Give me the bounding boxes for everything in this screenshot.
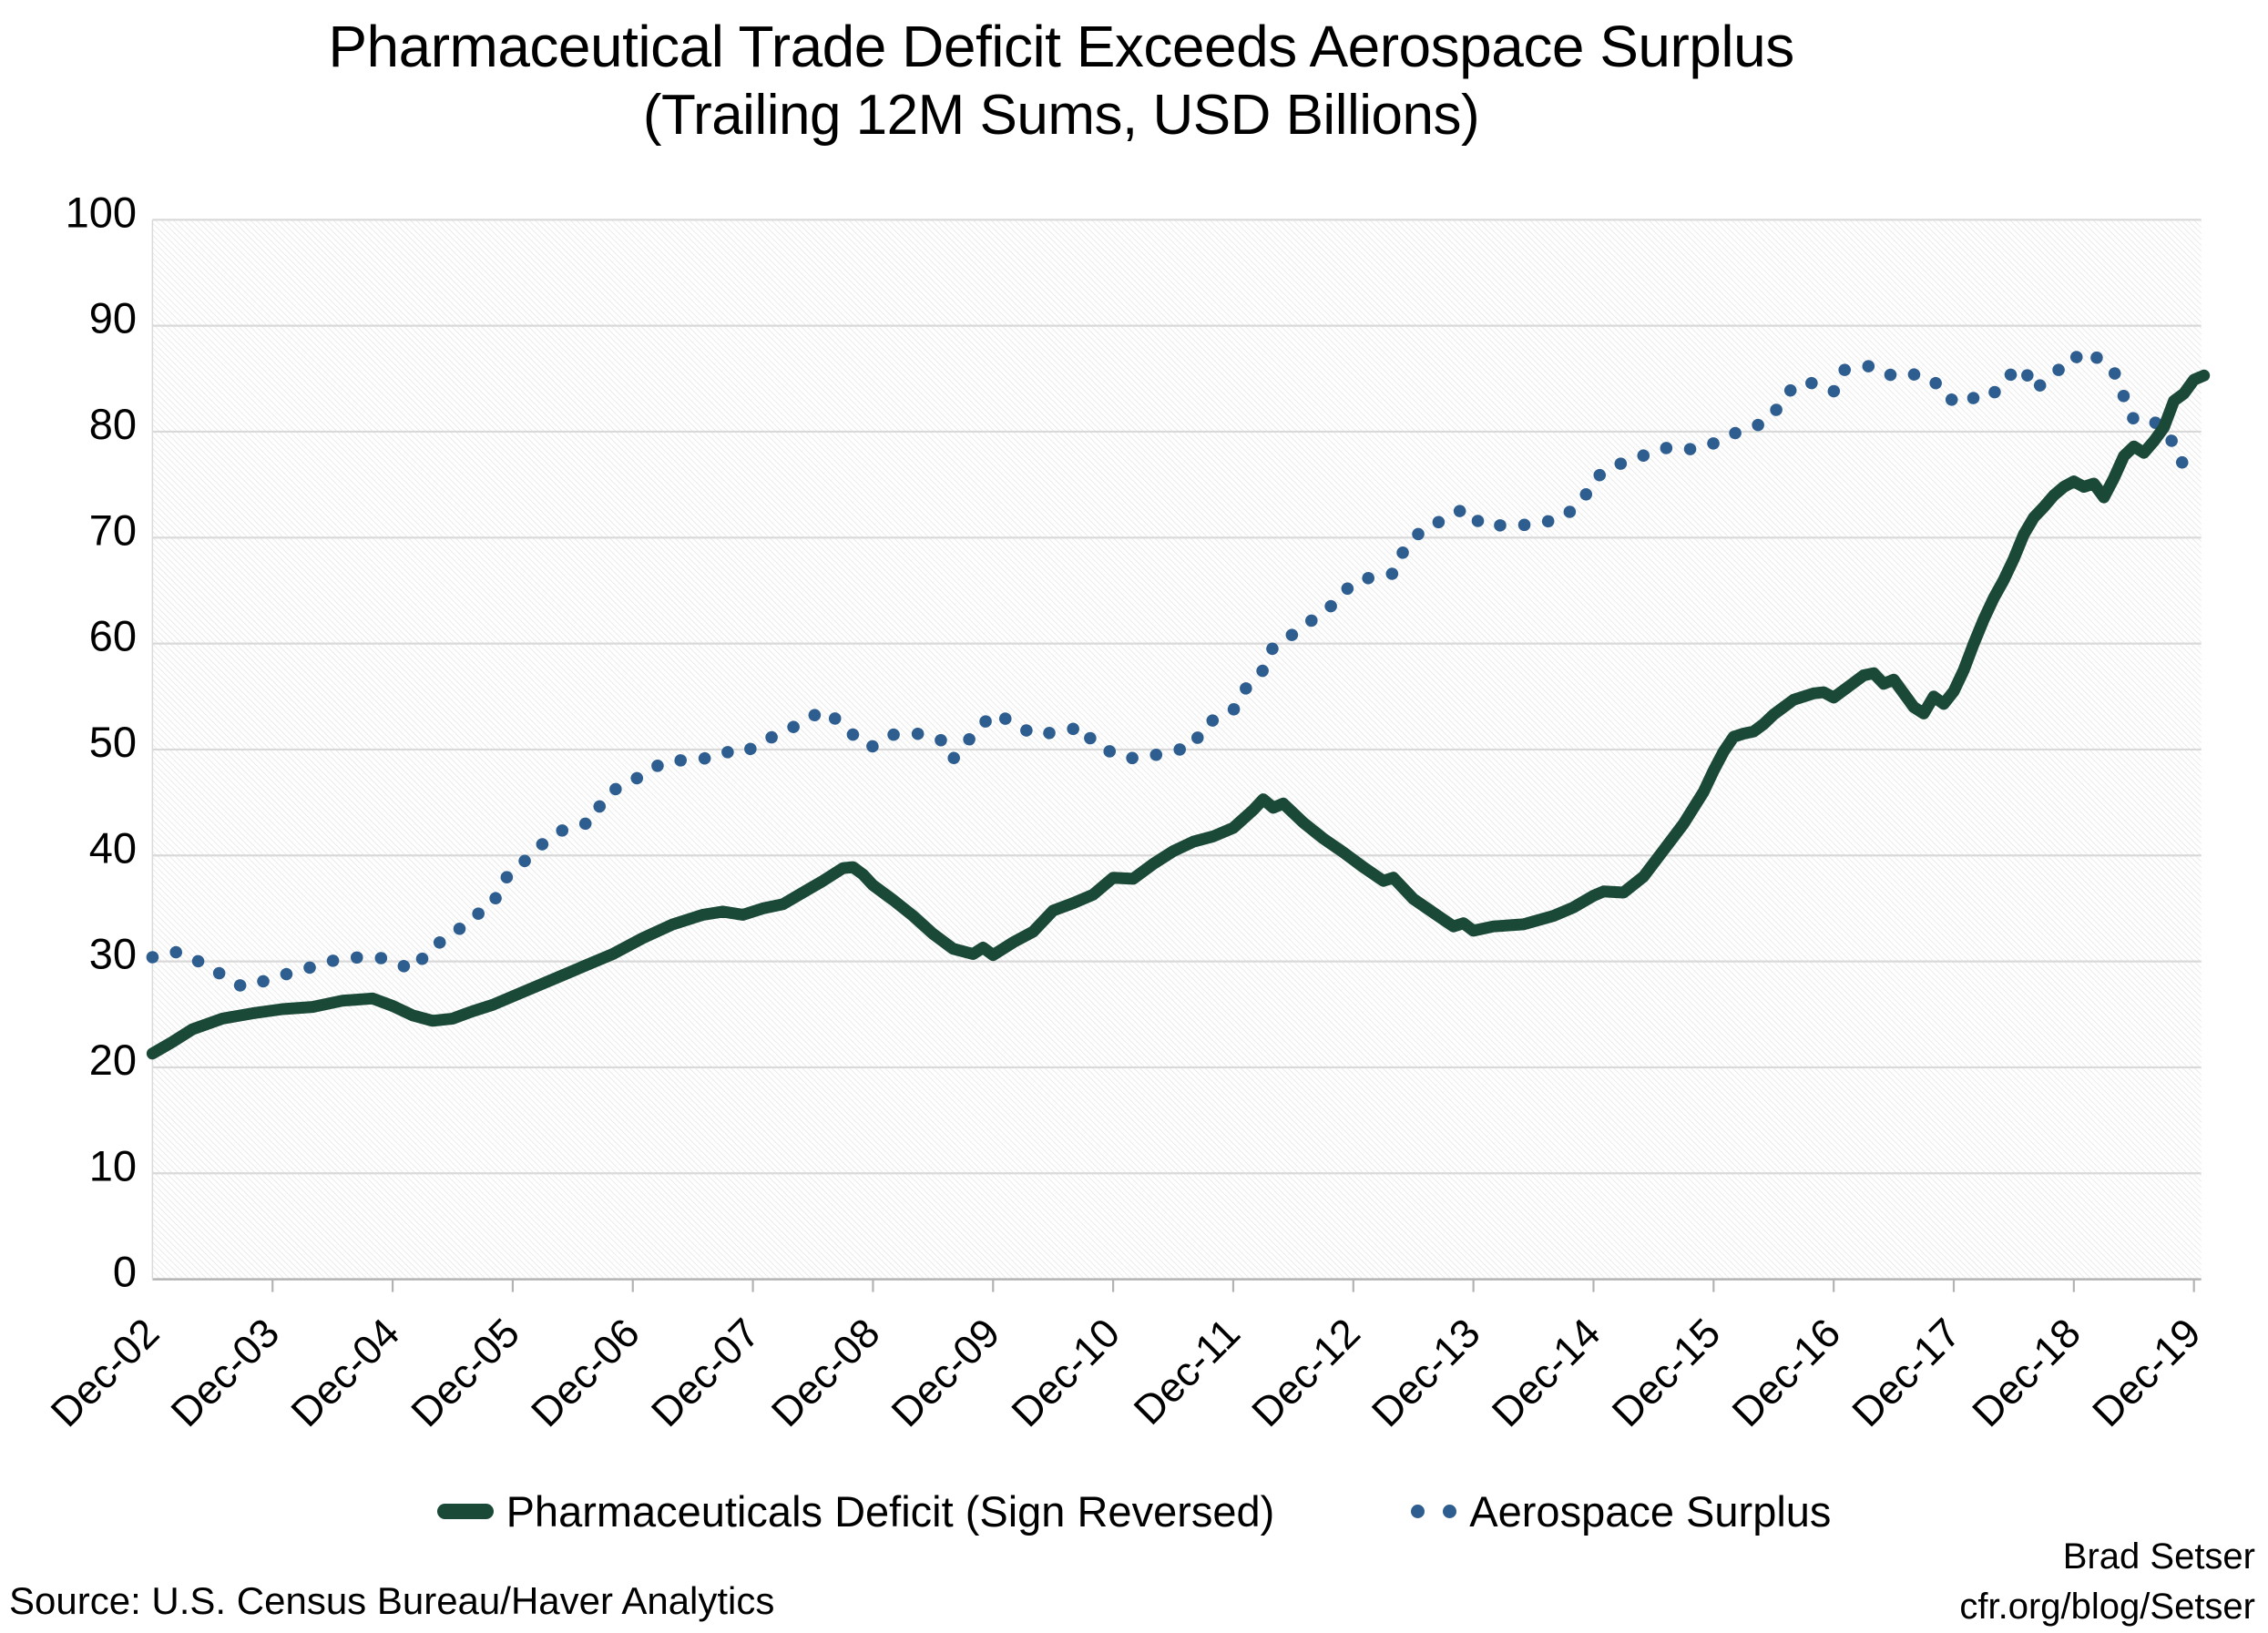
chart-legend: Pharmaceuticals Deficit (Sign Reversed) …	[0, 1486, 2268, 1536]
x-axis-tick-label: Dec-17	[1843, 1310, 1969, 1436]
y-axis-tick-label: 70	[89, 505, 137, 554]
chart-subtitle: (Trailing 12M Sums, USD Billions)	[642, 83, 1480, 147]
author-name: Brad Setser	[2062, 1536, 2255, 1577]
y-axis-tick-label: 90	[89, 294, 137, 342]
y-axis-tick-label: 20	[89, 1036, 137, 1084]
legend-item-pharma: Pharmaceuticals Deficit (Sign Reversed)	[436, 1486, 1275, 1536]
x-axis-tick-label: Dec-04	[282, 1310, 409, 1436]
chart-title-block: Pharmaceutical Trade Deficit Exceeds Aer…	[0, 13, 2122, 148]
x-axis-tick-label: Dec-07	[642, 1310, 769, 1436]
y-axis-tick-label: 60	[89, 612, 137, 660]
aerospace-dots-swatch-icon	[1411, 1505, 1457, 1518]
y-axis-tick-label: 100	[66, 188, 137, 236]
y-axis-tick-label: 80	[89, 400, 137, 448]
x-axis-tick-label: Dec-02	[42, 1310, 169, 1436]
legend-label-aerospace: Aerospace Surplus	[1469, 1487, 1832, 1536]
x-axis-tick-label: Dec-12	[1242, 1310, 1369, 1436]
x-axis-tick-label: Dec-13	[1363, 1310, 1489, 1436]
source-note: Source: U.S. Census Bureau/Haver Analyti…	[9, 1579, 775, 1622]
pharma-deficit-line	[146, 369, 2211, 1060]
x-axis-tick-label: Dec-16	[1723, 1310, 1850, 1436]
legend-item-aerospace: Aerospace Surplus	[1411, 1486, 1831, 1536]
x-axis-tick-label: Dec-03	[162, 1310, 289, 1436]
x-axis-tick-label: Dec-08	[762, 1310, 889, 1436]
x-axis-tick-label: Dec-10	[1003, 1310, 1129, 1436]
x-axis-tick-label: Dec-19	[2083, 1310, 2210, 1436]
x-axis-tick-label: Dec-09	[883, 1310, 1009, 1436]
x-axis-tick-label: Dec-18	[1963, 1310, 2089, 1436]
y-axis-tick-label: 10	[89, 1141, 137, 1189]
y-axis-tick-label: 50	[89, 718, 137, 766]
y-axis-tick-label: 0	[113, 1248, 137, 1296]
x-axis-tick-label: Dec-05	[402, 1310, 528, 1436]
aerospace-surplus-line	[146, 349, 2201, 994]
x-axis-tick-label: Dec-15	[1603, 1310, 1730, 1436]
pharma-line-swatch-icon	[436, 1504, 494, 1519]
x-axis-tick-label: Dec-06	[522, 1310, 649, 1436]
x-axis-tick-label: Dec-11	[1125, 1310, 1249, 1434]
author-url: cfr.org/blog/Setser	[1959, 1587, 2255, 1628]
x-axis-tick-label: Dec-14	[1483, 1310, 1609, 1436]
y-axis-tick-label: 40	[89, 823, 137, 872]
legend-label-pharma: Pharmaceuticals Deficit (Sign Reversed)	[506, 1487, 1275, 1536]
chart-title: Pharmaceutical Trade Deficit Exceeds Aer…	[328, 14, 1794, 79]
author-credit: Brad Setser cfr.org/blog/Setser	[1959, 1532, 2255, 1632]
y-axis-tick-label: 30	[89, 930, 137, 978]
